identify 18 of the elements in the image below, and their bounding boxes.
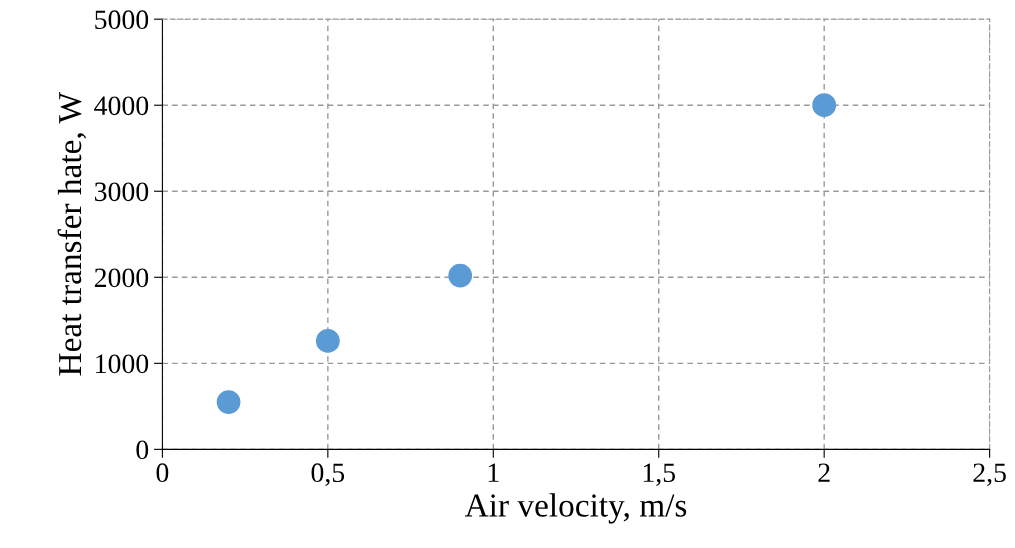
x-axis-title: Air velocity, m/s xyxy=(464,493,687,524)
x-tick-label: 2,5 xyxy=(973,463,1006,487)
y-tick-label: 3000 xyxy=(94,182,149,202)
point xyxy=(812,93,837,118)
point xyxy=(315,329,340,353)
y-tick-label: 0 xyxy=(136,440,149,460)
y-tick-label: 5000 xyxy=(95,10,149,30)
point xyxy=(448,263,473,288)
x-tick-label: 1 xyxy=(488,463,499,482)
y-tick-label: 4000 xyxy=(94,96,149,116)
point xyxy=(216,390,241,414)
x-tick-label: 0 xyxy=(156,463,169,483)
y-tick-label: 2000 xyxy=(94,268,149,288)
x-tick-label: 1,5 xyxy=(643,463,676,487)
x-tick-label: 2 xyxy=(818,463,830,482)
x-tick-label: 0,5 xyxy=(311,463,345,487)
y-tick-label: 1000 xyxy=(96,354,149,374)
y-axis-title: Heat transfer hate, W xyxy=(57,92,87,376)
